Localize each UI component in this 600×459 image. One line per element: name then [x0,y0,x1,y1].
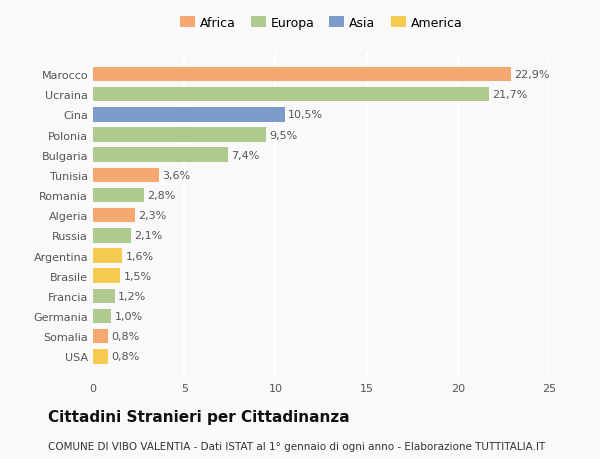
Bar [93,349,107,364]
Bar [93,249,122,263]
Text: 1,6%: 1,6% [125,251,154,261]
Text: 0,8%: 0,8% [111,331,139,341]
Legend: Africa, Europa, Asia, America: Africa, Europa, Asia, America [179,17,463,30]
Text: 7,4%: 7,4% [231,151,260,160]
Text: 0,8%: 0,8% [111,352,139,362]
Text: 1,5%: 1,5% [124,271,152,281]
Bar [93,148,228,162]
Text: 3,6%: 3,6% [162,170,190,180]
Text: 22,9%: 22,9% [514,70,550,80]
Bar [93,67,511,82]
Bar [93,329,107,344]
Text: 21,7%: 21,7% [492,90,527,100]
Text: 2,3%: 2,3% [138,211,166,221]
Bar [93,168,158,183]
Bar [93,269,121,283]
Text: COMUNE DI VIBO VALENTIA - Dati ISTAT al 1° gennaio di ogni anno - Elaborazione T: COMUNE DI VIBO VALENTIA - Dati ISTAT al … [48,441,545,451]
Bar [93,108,284,123]
Bar [93,289,115,303]
Text: 10,5%: 10,5% [288,110,323,120]
Bar [93,88,489,102]
Bar [93,309,111,324]
Text: 2,8%: 2,8% [148,190,176,201]
Text: 9,5%: 9,5% [269,130,298,140]
Text: 2,1%: 2,1% [134,231,163,241]
Bar [93,128,266,142]
Bar [93,229,131,243]
Text: 1,2%: 1,2% [118,291,146,301]
Bar [93,208,135,223]
Text: Cittadini Stranieri per Cittadinanza: Cittadini Stranieri per Cittadinanza [48,409,350,425]
Text: 1,0%: 1,0% [115,311,143,321]
Bar [93,188,144,203]
